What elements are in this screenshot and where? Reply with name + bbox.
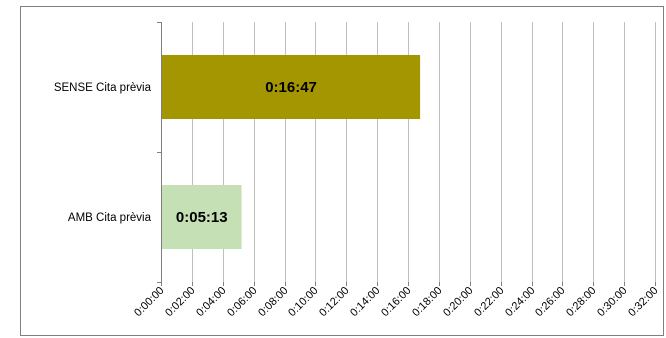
x-tick-label: 0:18:00 <box>410 285 444 319</box>
category-label: AMB Cita prèvia <box>68 212 152 224</box>
x-tick-label: 0:12:00 <box>317 285 351 319</box>
x-tick-label: 0:10:00 <box>286 285 320 319</box>
x-tick-label: 0:00:00 <box>132 285 166 319</box>
x-tick-label: 0:16:00 <box>379 285 413 319</box>
x-tick-label: 0:06:00 <box>225 285 259 319</box>
x-tick-label: 0:28:00 <box>564 285 598 319</box>
x-tick-label: 0:04:00 <box>194 285 228 319</box>
x-tick-label: 0:02:00 <box>163 285 197 319</box>
x-tick-label: 0:26:00 <box>533 285 567 319</box>
x-tick-label: 0:08:00 <box>256 285 290 319</box>
x-tick-label: 0:14:00 <box>348 285 382 319</box>
bar-data-label: 0:05:13 <box>176 209 228 226</box>
category-label: SENSE Cita prèvia <box>54 82 152 94</box>
x-tick-label: 0:22:00 <box>472 285 506 319</box>
x-tick-label: 0:20:00 <box>441 285 475 319</box>
bar[interactable] <box>162 55 421 119</box>
x-tick-label: 0:32:00 <box>626 285 660 319</box>
bar-data-label: 0:16:47 <box>265 79 317 96</box>
bar[interactable] <box>162 185 242 249</box>
x-tick-label: 0:24:00 <box>503 285 537 319</box>
x-tick-label: 0:30:00 <box>595 285 629 319</box>
